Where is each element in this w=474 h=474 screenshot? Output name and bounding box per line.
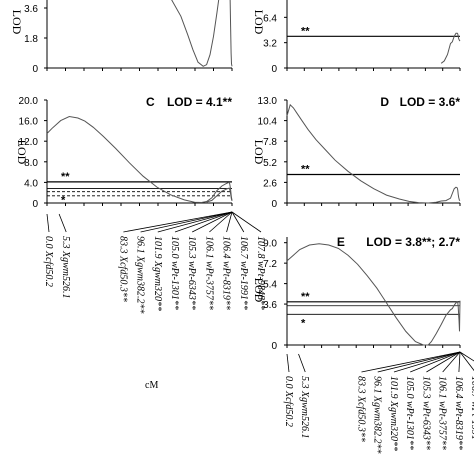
panel-e-series-line <box>286 243 461 346</box>
map-left-leader <box>231 211 262 233</box>
map-left-marker-label: 105.3 wPt-6343** <box>186 236 197 310</box>
marker-map-left: 0.0 Xcfd50.2 5.3 Xgwm526.1 83.3 Xcfd50.3**… <box>43 211 266 314</box>
map-right-leader <box>459 351 474 362</box>
panel-d-y-tick-label: 10.4 <box>258 117 278 128</box>
panel-a-y-tick-label: 1.8 <box>24 34 38 45</box>
map-right-leader <box>361 351 461 373</box>
map-left-leader <box>209 211 233 233</box>
panel-c-y-tick-label: 8.0 <box>24 158 38 169</box>
map-left-leader <box>140 211 233 233</box>
map-left-marker-label: 0.0 Xcfd50.2 <box>43 236 54 287</box>
panel-e-y-tick-label: 9.0 <box>263 239 277 250</box>
map-left-leader <box>46 213 50 233</box>
panel-d-y-tick-label: 13.0 <box>258 96 278 107</box>
map-left-leader <box>123 211 233 233</box>
x-unit-label: cM <box>145 380 158 391</box>
map-right-marker-label: 106.1 wPt-3757** <box>437 376 448 450</box>
panel-c-series-line <box>46 115 233 204</box>
map-right-leader <box>377 351 461 373</box>
map-right-leader <box>426 351 461 373</box>
map-right-leader <box>393 351 461 373</box>
map-left-leader <box>231 211 245 233</box>
panel-e-title: LOD = 3.8**; 2.7* <box>366 235 460 249</box>
panel-e-y-tick-label: 5.4 <box>263 280 277 291</box>
map-left-marker-label: 83.3 Xcfd50.3** <box>117 236 128 302</box>
panel-c-series-line <box>206 187 233 203</box>
map-right-leader <box>410 351 461 373</box>
map-right-marker-label: 0.0 Xcfd50.2 <box>283 376 294 427</box>
map-right-marker-label: 101.9 Xgwm320** <box>388 376 399 451</box>
map-right-marker-label: 105.0 wPt-1301** <box>404 376 415 450</box>
panel-e-y-label: LOD <box>252 278 266 303</box>
panel-b-series-line <box>440 32 461 64</box>
panel-d-letter: D <box>380 95 389 109</box>
panel-e-threshold-label: * <box>301 317 306 329</box>
map-left-marker-label: 5.3 Xgwm526.1 <box>60 236 71 299</box>
map-left-marker-label: 101.9 Xgwm320** <box>152 236 163 311</box>
map-right-marker-label: 83.3 Xcfd50.3** <box>355 376 366 442</box>
panel-d-threshold-label: ** <box>301 163 310 175</box>
panel-e-y-tick-label: 7.2 <box>263 259 277 270</box>
panel-b-y-label: LOD <box>252 10 266 35</box>
map-right-leader <box>458 351 461 373</box>
panel-e-threshold-label: ** <box>301 291 310 303</box>
map-left-leader <box>174 211 233 233</box>
map-left-marker-label: 105.0 wPt-1301** <box>169 236 180 310</box>
panel-c-letter: C <box>146 95 155 109</box>
panel-b-y-tick-label: 6.4 <box>263 13 277 24</box>
panel-c-y-tick-label: 0 <box>32 199 38 210</box>
panel-c-threshold-label: * <box>61 195 66 207</box>
panel-c-y-tick-label: 20.0 <box>19 96 39 107</box>
map-right-leader <box>286 353 290 373</box>
map-right-leader <box>459 351 474 372</box>
panel-d-y-tick-label: 5.2 <box>263 158 277 169</box>
panel-b-y-tick-label: 0 <box>271 64 277 75</box>
map-right-marker-label: 96.1 Xgwm382.2** <box>372 376 383 454</box>
panel-c-y-tick-label: 12.0 <box>19 137 39 148</box>
panel-d-series-line <box>286 103 461 204</box>
panel-d: 0 2.6 5.2 7.8 10.4 13.0 LOD D LOD = 3.6* ** <box>252 95 461 210</box>
panel-c-threshold-label: ** <box>61 171 70 183</box>
map-left-leader <box>58 213 67 233</box>
map-left-marker-label: 106.4 wPt-8319** <box>221 236 232 310</box>
panel-d-y-label: LOD <box>252 140 266 165</box>
marker-map-right: 0.0 Xcfd50.2 5.3 Xgwm526.1 83.3 Xcfd50.3**… <box>283 351 474 454</box>
map-left-marker-label: 106.7 wPt-1991** <box>238 236 249 310</box>
panel-b-threshold-label: ** <box>301 25 310 37</box>
map-left-leader <box>192 211 233 233</box>
panel-d-y-tick-label: 7.8 <box>263 137 277 148</box>
map-left-marker-label: 106.1 wPt-3757** <box>203 236 214 310</box>
panel-d-y-tick-label: 0 <box>271 199 277 210</box>
map-left-marker-label: 96.1 Xgwm382.2** <box>135 236 146 314</box>
map-right-marker-label: 5.3 Xgwm526.1 <box>299 376 310 439</box>
panel-c-y-label: LOD <box>15 140 29 165</box>
map-left-marker-label: 107.8 wPt-9848** <box>255 236 266 310</box>
panel-a-series-line <box>171 0 233 67</box>
map-right-marker-label: 106.7 wPt-1991** <box>469 376 474 450</box>
panel-b-y-tick-label: 3.2 <box>263 39 277 50</box>
map-left-leader <box>226 211 233 233</box>
panel-d-y-tick-label: 2.6 <box>263 178 277 189</box>
panel-e-letter: E <box>337 235 345 249</box>
panel-c-y-tick-label: 4.0 <box>24 178 38 189</box>
panel-e-y-tick-label: 0 <box>271 341 277 352</box>
panel-c-title: LOD = 4.1** <box>167 95 232 109</box>
panel-d-title: LOD = 3.6* <box>400 95 461 109</box>
panel-a-y-tick-label: 3.6 <box>24 4 38 15</box>
panel-e-y-tick-label: 3.6 <box>263 300 277 311</box>
map-right-marker-label: 105.3 wPt-6343** <box>420 376 431 450</box>
panel-a-y-tick-label: 0 <box>32 64 38 75</box>
panel-a-y-label: LOD <box>10 10 24 35</box>
map-left-leader <box>157 211 233 233</box>
panel-c-y-tick-label: 16.0 <box>19 117 39 128</box>
map-right-leader <box>442 351 461 373</box>
map-right-marker-label: 106.4 wPt-8319** <box>453 376 464 450</box>
map-right-leader <box>298 353 306 373</box>
